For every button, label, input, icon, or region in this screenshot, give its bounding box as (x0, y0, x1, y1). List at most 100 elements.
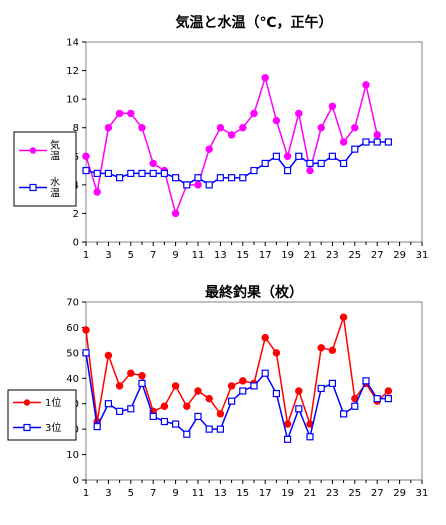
data-point (317, 344, 325, 352)
data-point (160, 402, 169, 410)
x-tick-label: 9 (172, 250, 178, 261)
data-point (149, 159, 157, 168)
data-point (384, 387, 393, 395)
x-tick-label: 15 (236, 250, 249, 261)
data-point (283, 152, 292, 160)
data-point (205, 181, 213, 189)
x-tick-label: 19 (281, 488, 294, 499)
data-point (82, 166, 90, 175)
data-point (127, 169, 135, 178)
legend-label: 3位 (45, 421, 61, 434)
data-point (171, 382, 180, 390)
y-tick-label: 70 (66, 298, 79, 309)
chart-title: 気温と水温（℃，正午） (176, 14, 333, 31)
data-point (183, 402, 191, 410)
data-point (351, 145, 359, 153)
data-point (104, 124, 113, 132)
data-point (194, 412, 202, 421)
legend-marker (23, 423, 31, 432)
data-point (272, 349, 281, 357)
data-point (228, 174, 236, 182)
data-point (272, 116, 281, 125)
data-point (216, 174, 224, 182)
data-point (216, 410, 225, 418)
data-point (317, 384, 325, 393)
x-tick-label: 7 (150, 488, 156, 499)
data-point (306, 159, 314, 168)
data-point (340, 410, 348, 418)
y-tick-label: 60 (66, 323, 79, 334)
data-point (82, 152, 90, 160)
y-tick-label: 2 (73, 209, 79, 220)
catch-chart: 最終釣果（枚）010203040506070135791113151719212… (7, 284, 428, 499)
y-tick-label: 0 (73, 476, 79, 487)
data-point (115, 407, 124, 415)
data-point (250, 109, 258, 118)
data-point (82, 326, 90, 334)
data-point (93, 169, 101, 178)
data-point (317, 124, 325, 132)
data-point (172, 420, 180, 428)
x-tick-label: 23 (326, 488, 339, 499)
data-point (194, 174, 202, 182)
y-tick-label: 8 (73, 123, 79, 134)
x-tick-label: 27 (371, 250, 384, 261)
y-tick-label: 14 (66, 38, 79, 49)
x-tick-label: 1 (83, 250, 89, 261)
data-point (250, 166, 258, 175)
legend-marker (29, 147, 37, 154)
data-point (239, 387, 247, 395)
x-tick-label: 5 (128, 488, 134, 499)
data-point (328, 379, 336, 387)
x-tick-label: 15 (236, 488, 249, 499)
x-tick-label: 1 (83, 488, 89, 499)
legend-box (7, 389, 77, 441)
x-tick-label: 17 (259, 488, 272, 499)
data-point (127, 405, 135, 413)
y-tick-label: 10 (66, 450, 79, 461)
data-point (205, 425, 213, 433)
data-point (172, 174, 180, 182)
data-point (340, 159, 348, 168)
legend-label: 水温 (50, 177, 60, 200)
data-point (317, 159, 325, 168)
legend-marker (29, 183, 37, 192)
data-point (295, 405, 303, 413)
plot-area (85, 301, 423, 481)
data-point (183, 181, 191, 189)
data-point (295, 387, 303, 395)
data-point (239, 124, 247, 132)
y-tick-label: 50 (66, 348, 79, 359)
x-tick-label: 25 (348, 250, 361, 261)
data-point (328, 152, 336, 160)
data-point (138, 124, 146, 132)
data-point (239, 377, 247, 385)
temperature-chart: 気温と水温（℃，正午）02468101214135791113151719212… (13, 14, 428, 261)
data-point (149, 412, 157, 421)
data-point (250, 382, 258, 390)
data-point (160, 169, 168, 178)
legend-box (13, 131, 77, 207)
x-tick-label: 3 (105, 250, 111, 261)
data-point (183, 430, 191, 438)
data-point (205, 145, 213, 153)
data-point (284, 166, 292, 175)
data-point (261, 369, 269, 377)
data-point (115, 109, 124, 118)
y-tick-label: 0 (73, 238, 79, 249)
legend-label: 気温 (50, 139, 60, 163)
x-tick-label: 3 (105, 488, 111, 499)
data-point (384, 138, 392, 146)
data-point (373, 131, 381, 139)
y-tick-label: 12 (66, 66, 79, 77)
data-point (194, 387, 202, 395)
data-point (261, 159, 269, 168)
x-tick-label: 25 (348, 488, 361, 499)
series-line-2 (85, 141, 389, 186)
data-point (362, 81, 370, 89)
x-tick-label: 11 (192, 250, 205, 261)
data-point (104, 169, 113, 178)
data-point (227, 382, 236, 390)
x-tick-label: 5 (128, 250, 134, 261)
